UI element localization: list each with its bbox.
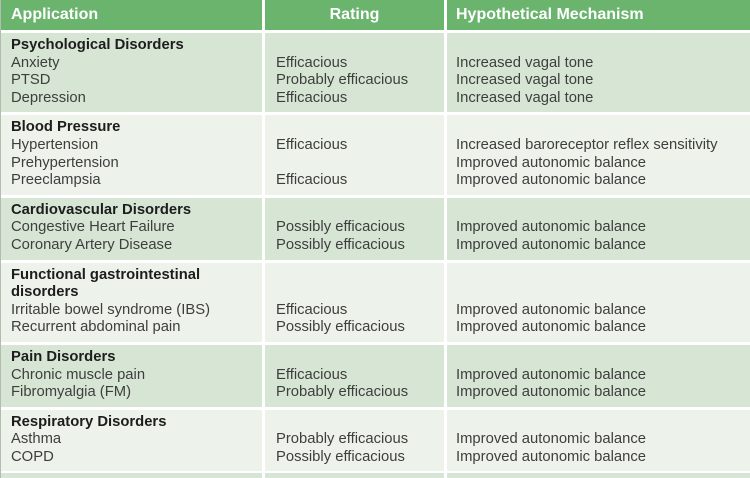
- column-header-rating: Rating: [265, 0, 444, 30]
- mechanism-cell: Improved autonomic balance: [447, 448, 750, 472]
- rating-cell: Efficacious: [265, 89, 444, 113]
- rating-cell: [265, 154, 444, 173]
- application-cell: Fibromyalgia (FM): [1, 384, 262, 407]
- next-band-sliver: [1, 473, 750, 478]
- mechanism-cell: Improved autonomic balance: [447, 431, 750, 449]
- mechanism-cell: [447, 115, 750, 137]
- application-cell: Hypertension: [1, 136, 262, 155]
- application-cell: Depression: [1, 89, 262, 113]
- mechanism-cell: Improved autonomic balance: [447, 301, 750, 320]
- group-title: Blood Pressure: [1, 115, 262, 137]
- application-cell: Coronary Artery Disease: [1, 236, 262, 260]
- mechanism-cell: [447, 344, 750, 367]
- rating-cell: [265, 409, 444, 432]
- application-cell: COPD: [1, 448, 262, 472]
- mechanism-cell: [447, 409, 750, 432]
- group-title: Pain Disorders: [1, 344, 262, 367]
- rating-cell: Probably efficacious: [265, 431, 444, 449]
- mechanism-cell: Improved autonomic balance: [447, 219, 750, 237]
- rating-cell: Efficacious: [265, 366, 444, 385]
- application-cell: Recurrent abdominal pain: [1, 319, 262, 342]
- band-sliver-col2: [265, 473, 444, 478]
- mechanism-cell: Increased vagal tone: [447, 89, 750, 113]
- mechanism-cell: [447, 262, 750, 302]
- column-header-application: Application: [1, 0, 262, 30]
- table-group-pain: Pain Disorders Chronic muscle pain Effic…: [1, 344, 750, 407]
- rating-cell: Possibly efficacious: [265, 219, 444, 237]
- mechanism-cell: [447, 197, 750, 220]
- rating-cell: Efficacious: [265, 54, 444, 73]
- application-cell: Preeclampsia: [1, 172, 262, 195]
- table-group-gastrointestinal: Functional gastrointestinal disorders Ir…: [1, 262, 750, 342]
- rating-cell: Efficacious: [265, 136, 444, 155]
- group-title: Functional gastrointestinal disorders: [1, 262, 262, 302]
- band-sliver-col3: [447, 473, 750, 478]
- application-cell: Prehypertension: [1, 154, 262, 173]
- group-title: Psychological Disorders: [1, 33, 262, 55]
- rating-cell: Possibly efficacious: [265, 448, 444, 472]
- rating-cell: Efficacious: [265, 172, 444, 195]
- mechanism-cell: Improved autonomic balance: [447, 366, 750, 385]
- rating-cell: [265, 262, 444, 302]
- application-cell: Irritable bowel syndrome (IBS): [1, 301, 262, 320]
- table-group-blood-pressure: Blood Pressure Hypertension Efficacious …: [1, 115, 750, 195]
- mechanism-cell: Increased vagal tone: [447, 72, 750, 90]
- application-cell: Congestive Heart Failure: [1, 219, 262, 237]
- rating-cell: [265, 344, 444, 367]
- table-group-cardiovascular: Cardiovascular Disorders Congestive Hear…: [1, 197, 750, 260]
- mechanism-cell: Improved autonomic balance: [447, 384, 750, 407]
- band-sliver-col1: [1, 473, 262, 478]
- rating-cell: [265, 115, 444, 137]
- mechanism-cell: Improved autonomic balance: [447, 172, 750, 195]
- rating-cell: [265, 197, 444, 220]
- mechanism-cell: Improved autonomic balance: [447, 154, 750, 173]
- rating-cell: [265, 33, 444, 55]
- column-header-mechanism: Hypothetical Mechanism: [447, 0, 750, 30]
- mechanism-cell: Improved autonomic balance: [447, 319, 750, 342]
- rating-cell: Efficacious: [265, 301, 444, 320]
- mechanism-cell: [447, 33, 750, 55]
- mechanism-cell: Improved autonomic balance: [447, 236, 750, 260]
- application-cell: PTSD: [1, 72, 262, 90]
- mechanism-cell: Increased vagal tone: [447, 54, 750, 73]
- group-title: Cardiovascular Disorders: [1, 197, 262, 220]
- group-title: Respiratory Disorders: [1, 409, 262, 432]
- application-cell: Asthma: [1, 431, 262, 449]
- rating-cell: Possibly efficacious: [265, 236, 444, 260]
- rating-cell: Probably efficacious: [265, 72, 444, 90]
- table-group-psychological: Psychological Disorders Anxiety Efficaci…: [1, 33, 750, 113]
- table-header-row: Application Rating Hypothetical Mechanis…: [1, 0, 750, 30]
- rating-cell: Possibly efficacious: [265, 319, 444, 342]
- application-cell: Anxiety: [1, 54, 262, 73]
- mechanism-cell: Increased baroreceptor reflex sensitivit…: [447, 136, 750, 155]
- table-group-respiratory: Respiratory Disorders Asthma Probably ef…: [1, 409, 750, 472]
- application-cell: Chronic muscle pain: [1, 366, 262, 385]
- rating-cell: Probably efficacious: [265, 384, 444, 407]
